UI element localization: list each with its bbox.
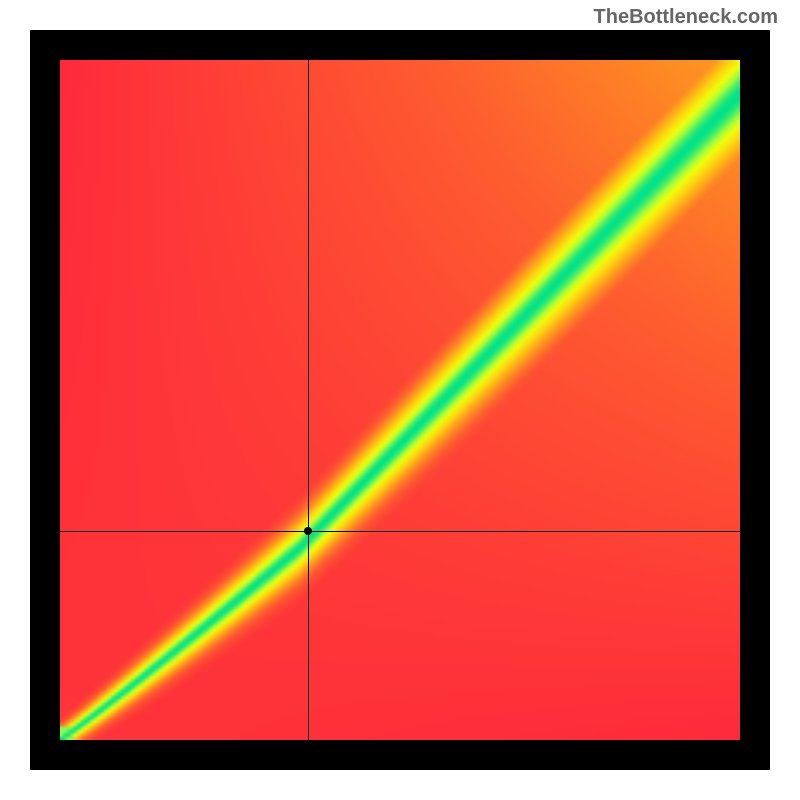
watermark-text: TheBottleneck.com (594, 6, 778, 29)
marker-dot (304, 527, 312, 535)
plot-frame (30, 30, 770, 770)
crosshair-horizontal (60, 531, 740, 532)
heatmap-canvas (60, 60, 740, 740)
crosshair-vertical (308, 60, 309, 740)
chart-container: TheBottleneck.com (0, 0, 800, 800)
plot-area (60, 60, 740, 740)
